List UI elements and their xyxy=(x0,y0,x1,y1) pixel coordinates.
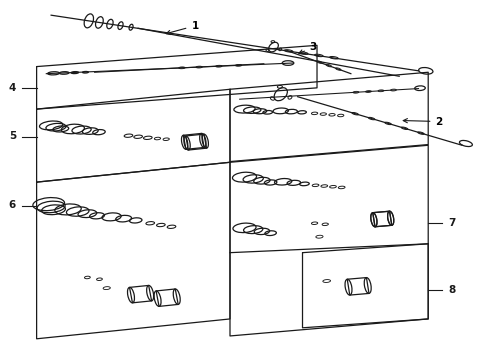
Text: 6: 6 xyxy=(9,200,16,210)
Text: 8: 8 xyxy=(448,285,455,295)
Text: 5: 5 xyxy=(9,131,16,141)
Text: 2: 2 xyxy=(403,117,442,126)
Text: 4: 4 xyxy=(9,83,16,93)
Text: 1: 1 xyxy=(166,21,198,35)
Text: 3: 3 xyxy=(298,42,316,54)
Text: 7: 7 xyxy=(448,217,455,228)
